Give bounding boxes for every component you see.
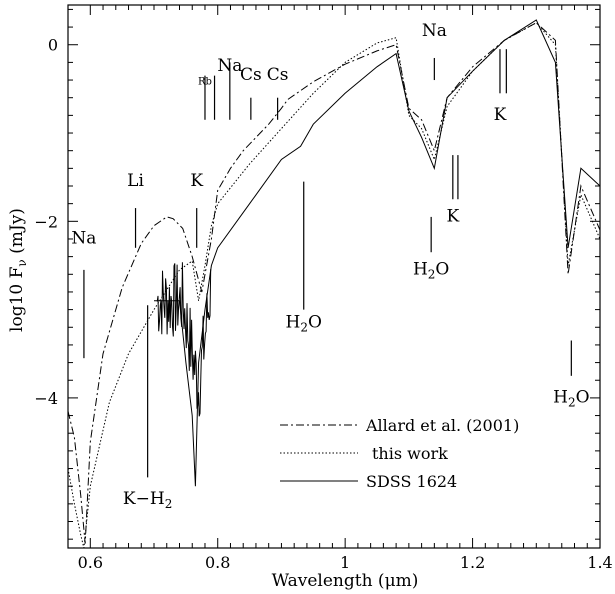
series-lines xyxy=(67,19,601,549)
line-label: Na xyxy=(71,228,96,248)
line-label: H2O xyxy=(413,259,449,281)
x-tick-label: 1.2 xyxy=(460,553,485,572)
series-line-0 xyxy=(67,22,601,544)
line-label: Cs xyxy=(267,65,289,85)
line-label: Na xyxy=(217,56,242,76)
line-label: K xyxy=(494,105,507,125)
line-label: Cs xyxy=(240,65,262,85)
line-label: K xyxy=(190,171,203,191)
y-tick-label: −4 xyxy=(34,389,58,408)
y-tick-label: −2 xyxy=(34,212,58,231)
series-line-2 xyxy=(154,19,601,487)
legend-label: SDSS 1624 xyxy=(366,472,457,491)
x-tick-label: 0.6 xyxy=(78,553,103,572)
x-tick-label: 1.4 xyxy=(587,553,612,572)
x-tick-label: 0.8 xyxy=(205,553,230,572)
legend: Allard et al. (2001) this work SDSS 1624 xyxy=(280,416,519,491)
line-label: H2O xyxy=(553,387,589,409)
line-label: H2O xyxy=(286,312,322,334)
axis-ticks: 0.6 0.8 1 1.2 1.4 0 −2 −4 xyxy=(34,5,613,572)
line-label: K−H2 xyxy=(123,489,172,511)
line-label: Na xyxy=(422,21,447,41)
legend-label: this work xyxy=(372,444,448,463)
y-axis-label: log10 Fν (mJy) xyxy=(7,208,29,332)
line-label: K xyxy=(446,206,459,226)
series-noise-band xyxy=(156,262,212,417)
line-label: Rb xyxy=(198,76,212,87)
line-label: Li xyxy=(127,171,144,191)
x-tick-label: 1 xyxy=(340,553,350,572)
plot-area-border xyxy=(67,4,601,549)
legend-label: Allard et al. (2001) xyxy=(365,416,519,435)
plot-frame xyxy=(67,4,601,549)
y-tick-label: 0 xyxy=(48,36,58,55)
x-axis-label: Wavelength (μm) xyxy=(272,571,419,591)
